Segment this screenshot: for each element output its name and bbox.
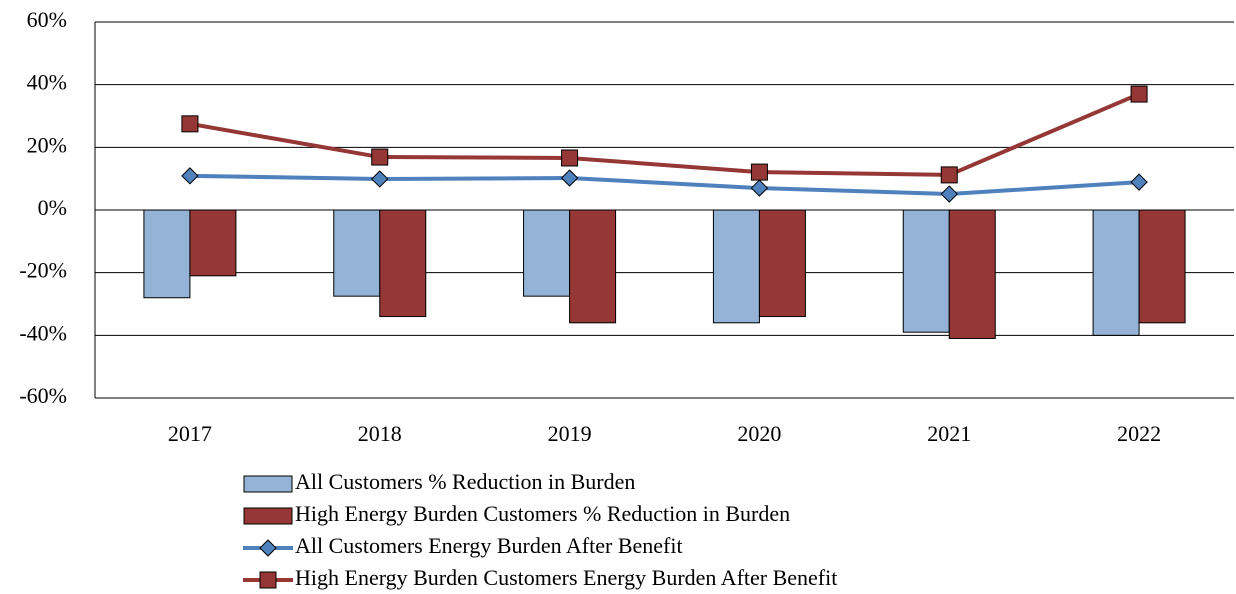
x-tick-label: 2020 [737, 421, 781, 446]
line [189, 92, 1140, 177]
y-tick-label: 0% [38, 195, 67, 220]
marker [560, 169, 579, 187]
marker [371, 148, 389, 166]
y-tick-label: -60% [19, 383, 67, 408]
bar [569, 209, 617, 324]
marker [1130, 173, 1148, 191]
line [189, 173, 1140, 197]
marker [181, 115, 199, 133]
x-tick-label: 2019 [548, 421, 592, 446]
marker [1130, 85, 1148, 103]
x-tick-label: 2017 [168, 421, 212, 446]
marker [259, 539, 277, 557]
marker [940, 185, 958, 203]
marker [259, 571, 277, 589]
y-tick-label: -40% [19, 320, 67, 345]
legend-swatch [243, 507, 293, 525]
legend-label: All Customers Energy Burden After Benefi… [295, 533, 683, 558]
bar [902, 209, 950, 333]
y-tick-label: 20% [27, 132, 67, 157]
marker [750, 179, 769, 197]
y-tick-label: 60% [27, 7, 67, 32]
bar [1138, 209, 1186, 324]
bar [333, 209, 381, 297]
marker [940, 166, 958, 184]
legend-swatch [243, 475, 293, 493]
y-tick-label: -20% [19, 258, 67, 283]
legend-label: All Customers % Reduction in Burden [295, 469, 635, 494]
marker [561, 149, 579, 167]
legend-label: High Energy Burden Customers Energy Burd… [295, 565, 837, 590]
legend-label: High Energy Burden Customers % Reduction… [295, 501, 790, 526]
x-tick-label: 2018 [358, 421, 402, 446]
bar [758, 209, 806, 318]
x-tick-label: 2021 [927, 421, 971, 446]
bar [712, 209, 760, 324]
bar [948, 209, 996, 339]
y-tick-label: 40% [27, 70, 67, 95]
marker [750, 163, 768, 181]
bar [379, 209, 427, 318]
marker [371, 170, 389, 188]
bar [189, 209, 237, 277]
bar [523, 209, 571, 297]
marker [181, 167, 199, 185]
x-tick-label: 2022 [1117, 421, 1161, 446]
bar [143, 209, 191, 299]
bar [1092, 209, 1140, 336]
